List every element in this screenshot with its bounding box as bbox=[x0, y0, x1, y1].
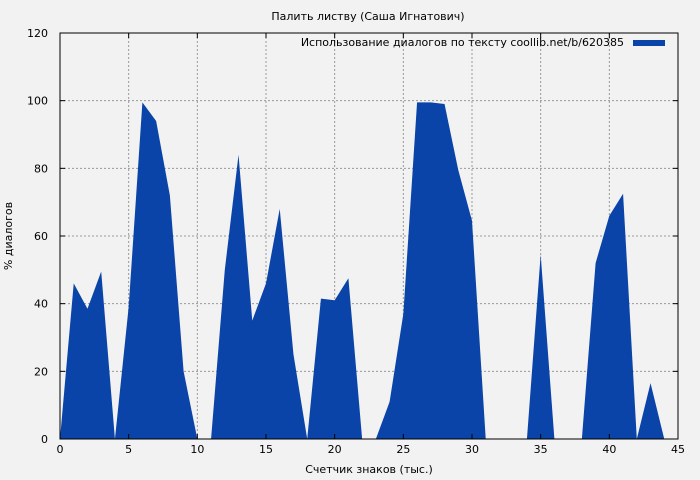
x-axis-label: Счетчик знаков (тыс.) bbox=[305, 463, 433, 476]
y-tick-label: 40 bbox=[34, 298, 48, 311]
x-tick-label: 10 bbox=[190, 443, 204, 456]
y-tick-label: 80 bbox=[34, 162, 48, 175]
legend-swatch bbox=[633, 40, 665, 46]
x-tick-label: 15 bbox=[259, 443, 273, 456]
chart-title: Палить листву (Саша Игнатович) bbox=[271, 10, 464, 23]
axis-ticks: 0 5 10 15 20 25 30 35 40 45 0 20 40 60 80 100 120 bbox=[27, 27, 685, 456]
data-area bbox=[60, 102, 665, 439]
x-tick-label: 25 bbox=[396, 443, 410, 456]
x-tick-label: 35 bbox=[534, 443, 548, 456]
x-tick-label: 45 bbox=[671, 443, 685, 456]
series-area bbox=[60, 102, 665, 439]
y-tick-label: 20 bbox=[34, 365, 48, 378]
x-tick-label: 30 bbox=[465, 443, 479, 456]
x-tick-label: 40 bbox=[602, 443, 616, 456]
y-axis-label: % диалогов bbox=[2, 202, 15, 270]
legend: Использование диалогов по тексту coollib… bbox=[301, 36, 665, 49]
x-tick-label: 0 bbox=[57, 443, 64, 456]
legend-label: Использование диалогов по тексту coollib… bbox=[301, 36, 624, 49]
x-tick-label: 5 bbox=[125, 443, 132, 456]
y-tick-label: 120 bbox=[27, 27, 48, 40]
grid bbox=[60, 33, 678, 439]
x-tick-label: 20 bbox=[328, 443, 342, 456]
y-tick-label: 100 bbox=[27, 95, 48, 108]
y-tick-label: 0 bbox=[41, 433, 48, 446]
y-tick-label: 60 bbox=[34, 230, 48, 243]
